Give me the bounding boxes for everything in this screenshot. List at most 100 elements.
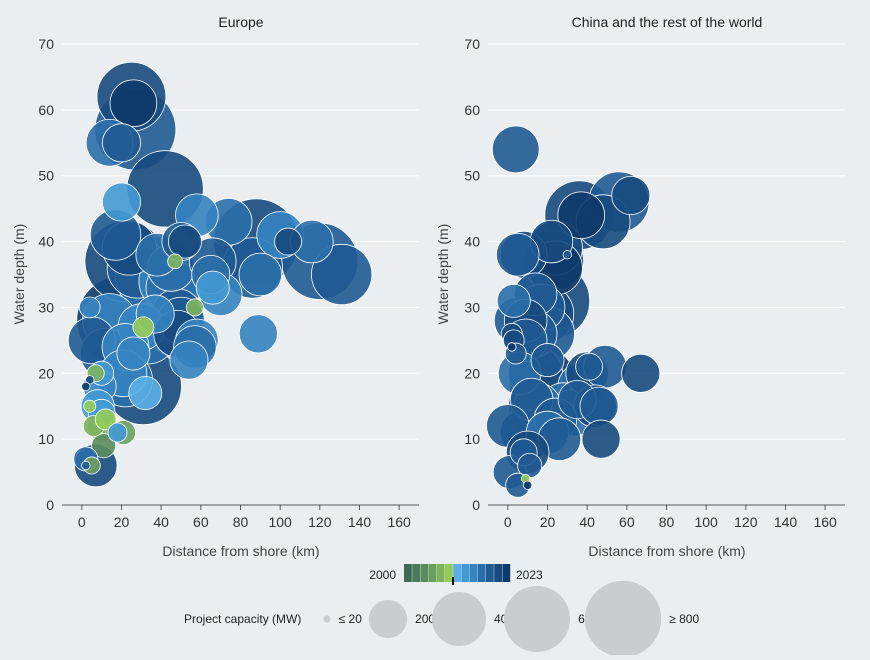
x-tick-label: 80 — [233, 514, 249, 530]
panel-europe: Europe Distance from shore (km) Water de… — [11, 14, 419, 559]
y-tick-label: 70 — [464, 36, 480, 52]
x-tick-label: 0 — [504, 514, 512, 530]
y-tick-label: 10 — [464, 431, 480, 447]
project-bubble[interactable] — [530, 343, 565, 378]
x-tick-label: 100 — [268, 514, 292, 530]
y-tick-label: 20 — [38, 365, 54, 381]
project-bubble[interactable] — [185, 298, 204, 317]
project-bubble[interactable] — [168, 224, 202, 259]
project-bubble[interactable] — [107, 422, 128, 443]
project-bubble[interactable] — [491, 125, 540, 174]
colorbar-swatch — [428, 564, 437, 582]
project-bubble[interactable] — [274, 227, 303, 256]
project-bubble[interactable] — [507, 342, 517, 352]
capacity-circle — [432, 592, 486, 646]
capacity-circle — [503, 585, 571, 653]
y-tick-label: 30 — [464, 299, 480, 315]
project-bubble[interactable] — [195, 270, 230, 305]
capacity-label: ≥ 800 — [669, 612, 699, 626]
y-tick-label: 40 — [464, 234, 480, 250]
y-axis-label: Water depth (m) — [11, 224, 27, 325]
panel-china-rest-of-world: China and the rest of the world Distance… — [435, 14, 845, 559]
project-bubble[interactable] — [81, 381, 91, 392]
x-tick-label: 40 — [579, 514, 595, 530]
colorbar-swatch — [404, 564, 412, 582]
project-bubble[interactable] — [496, 232, 540, 277]
project-bubble[interactable] — [579, 386, 619, 426]
capacity-circle — [323, 615, 331, 623]
project-bubble[interactable] — [621, 353, 661, 393]
x-tick-label: 140 — [774, 514, 798, 530]
legend-year-end: 2023 — [516, 568, 543, 582]
x-tick-label: 20 — [114, 514, 130, 530]
y-tick-label: 60 — [464, 102, 480, 118]
capacity-label: 200 — [415, 612, 435, 626]
legend-year-start: 2000 — [369, 568, 396, 582]
year-colorbar — [404, 564, 511, 585]
x-tick-label: 100 — [694, 514, 718, 530]
colorbar-swatch — [486, 564, 494, 582]
project-bubble[interactable] — [496, 283, 531, 318]
y-tick-label: 20 — [464, 365, 480, 381]
y-tick-label: 50 — [464, 168, 480, 184]
project-bubble[interactable] — [94, 408, 117, 431]
project-bubble[interactable] — [238, 314, 278, 354]
project-bubble[interactable] — [109, 79, 158, 128]
project-bubble[interactable] — [611, 175, 651, 215]
colorbar-swatch — [453, 564, 461, 582]
capacity-size-legend: ≤ 20200400600≥ 800 — [323, 580, 699, 658]
project-bubble[interactable] — [562, 250, 573, 260]
project-bubble[interactable] — [91, 433, 117, 459]
panel-title: China and the rest of the world — [572, 14, 763, 30]
project-bubble[interactable] — [575, 352, 604, 381]
project-bubble[interactable] — [522, 480, 533, 490]
project-bubble[interactable] — [116, 336, 151, 371]
x-tick-label: 120 — [308, 514, 332, 530]
legend-capacity-title: Project capacity (MW) — [184, 612, 301, 626]
y-tick-label: 70 — [38, 36, 54, 52]
capacity-circle — [368, 599, 408, 639]
project-bubble[interactable] — [81, 460, 91, 471]
project-bubble[interactable] — [557, 191, 605, 240]
project-bubble[interactable] — [238, 252, 283, 297]
x-tick-label: 160 — [813, 514, 837, 530]
capacity-label: ≤ 20 — [339, 612, 363, 626]
x-axis-label: Distance from shore (km) — [588, 543, 745, 559]
colorbar-swatch — [502, 564, 511, 582]
panel-title: Europe — [218, 14, 263, 30]
x-tick-label: 60 — [193, 514, 209, 530]
y-tick-label: 0 — [46, 497, 54, 513]
y-tick-label: 0 — [472, 497, 480, 513]
project-bubble[interactable] — [581, 419, 621, 459]
x-axis-label: Distance from shore (km) — [162, 543, 319, 559]
x-tick-label: 160 — [387, 514, 411, 530]
x-tick-label: 60 — [619, 514, 635, 530]
project-bubble[interactable] — [128, 376, 163, 410]
y-axis-label: Water depth (m) — [435, 224, 451, 325]
project-bubble[interactable] — [132, 316, 155, 339]
y-tick-label: 30 — [38, 299, 54, 315]
project-bubble[interactable] — [102, 123, 141, 163]
project-bubble[interactable] — [102, 182, 141, 222]
bubbles — [486, 125, 661, 498]
y-tick-label: 50 — [38, 168, 54, 184]
colorbar-swatch — [420, 564, 429, 582]
colorbar-swatch — [477, 564, 486, 582]
y-tick-label: 60 — [38, 102, 54, 118]
x-tick-label: 40 — [153, 514, 169, 530]
x-tick-label: 140 — [348, 514, 372, 530]
x-tick-label: 20 — [540, 514, 556, 530]
project-bubble[interactable] — [169, 340, 209, 380]
colorbar-swatch — [461, 564, 470, 582]
project-bubble[interactable] — [83, 399, 97, 413]
project-bubble[interactable] — [311, 243, 373, 306]
capacity-circle — [584, 580, 662, 658]
x-tick-label: 80 — [659, 514, 675, 530]
colorbar-swatch — [412, 564, 420, 582]
y-tick-label: 40 — [38, 234, 54, 250]
colorbar-swatch — [445, 564, 453, 582]
colorbar-swatch — [494, 564, 502, 582]
project-bubble[interactable] — [78, 296, 101, 319]
project-bubble[interactable] — [167, 253, 183, 270]
